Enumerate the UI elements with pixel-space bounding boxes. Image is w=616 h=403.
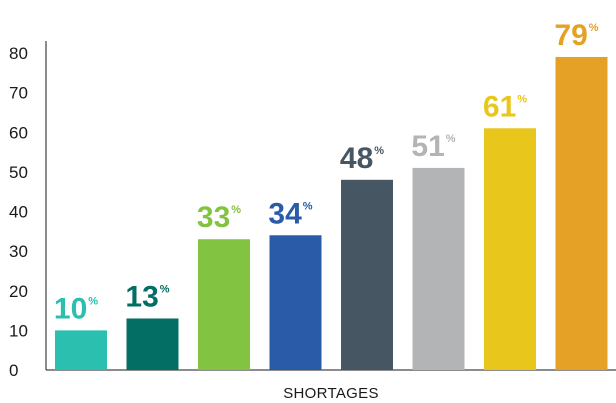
x-axis-label: SHORTAGES [283, 385, 379, 402]
y-tick-label: 50 [9, 163, 28, 182]
y-tick-label: 70 [9, 84, 28, 103]
y-tick-label: 80 [9, 44, 28, 63]
bar-value-label: 10% [54, 292, 98, 325]
y-tick-label: 10 [9, 321, 28, 340]
bar-value-label: 34% [268, 197, 312, 230]
bar-value-label: 13% [125, 280, 169, 313]
bar [412, 167, 465, 370]
bar-value-label: 79% [554, 19, 598, 52]
y-tick-label: 60 [9, 123, 28, 142]
bar-value-label: 51% [411, 130, 455, 163]
bar-value-label: 61% [483, 90, 527, 123]
bar [341, 179, 393, 370]
bar [484, 128, 536, 370]
bar-value-label: 33% [197, 201, 241, 234]
bar-value-label: 48% [340, 142, 384, 175]
y-tick-label: 40 [9, 203, 28, 222]
bar [555, 56, 608, 371]
bar [269, 235, 322, 370]
bars [55, 56, 608, 371]
y-tick-label: 20 [9, 282, 28, 301]
y-axis: 0 10 20 30 40 50 60 70 80 [9, 41, 47, 380]
bar [198, 239, 250, 370]
data-labels: 10% 13% 33% 34% 48% 51% 61% 79% [54, 19, 599, 325]
y-tick-label: 30 [9, 242, 28, 261]
bar [55, 330, 107, 370]
bar [126, 318, 179, 370]
y-tick-label: 0 [9, 361, 18, 380]
